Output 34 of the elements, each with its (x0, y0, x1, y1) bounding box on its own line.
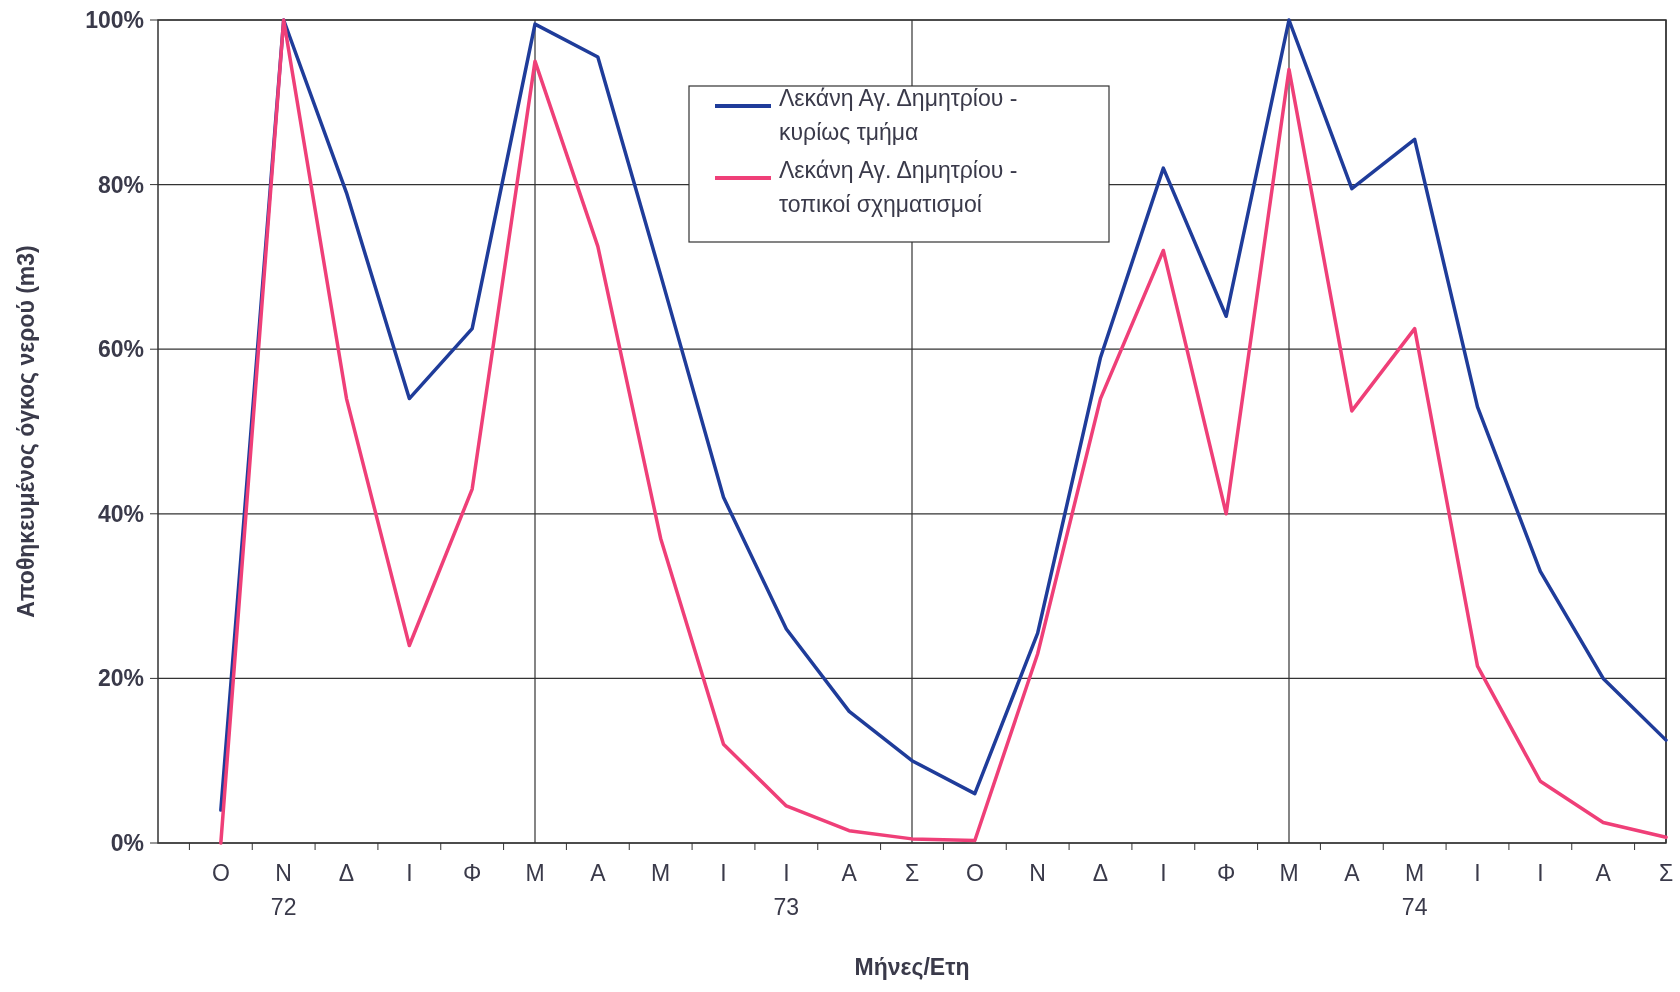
x-tick-label: Ι (1160, 860, 1167, 886)
x-tick-label: Ο (965, 860, 984, 886)
legend-label: Λεκάνη Αγ. Δημητρίου - τοπικοί σχηματισμοί (779, 157, 1018, 217)
x-tick-label: Σ (904, 860, 920, 886)
x-tick-label: Ι 73 (773, 860, 800, 920)
x-tick-label: Α (1344, 860, 1361, 886)
y-tick-label: 20% (97, 665, 144, 692)
x-tick-label: Α (590, 860, 607, 886)
y-tick-label: 60% (97, 336, 144, 363)
x-tick-label: Μ (525, 860, 545, 886)
x-tick-label: Ι (720, 860, 727, 886)
x-tick-label: Φ (1216, 860, 1236, 886)
x-tick-label: Σ (1658, 860, 1674, 886)
x-tick-label: Ο (211, 860, 230, 886)
x-tick-label: Μ (1279, 860, 1299, 886)
x-tick-label: Ι (1537, 860, 1544, 886)
x-tick-label: Μ 74 (1401, 860, 1428, 920)
x-tick-label: Ν 72 (270, 860, 297, 920)
x-axis-title: Μήνες/Ετη (854, 954, 970, 980)
x-tick-label: Α (841, 860, 858, 886)
x-tick-label: Φ (462, 860, 482, 886)
x-tick-label: Α (1595, 860, 1612, 886)
x-tick-label: Ι (1474, 860, 1481, 886)
x-tick-label: Ν (1029, 860, 1046, 886)
y-tick-label: 0% (110, 830, 144, 857)
y-axis-title: Αποθηκευμένος όγκος νερού (m3) (13, 245, 39, 618)
x-tick-label: Ι (406, 860, 413, 886)
y-tick-label: 80% (97, 171, 144, 198)
y-tick-label: 40% (97, 500, 144, 527)
x-tick-label: Δ (338, 860, 355, 886)
x-tick-label: Δ (1092, 860, 1109, 886)
y-tick-label: 100% (85, 7, 144, 34)
legend-label: Λεκάνη Αγ. Δημητρίου - κυρίως τμήμα (779, 85, 1018, 145)
x-tick-label: Μ (651, 860, 671, 886)
